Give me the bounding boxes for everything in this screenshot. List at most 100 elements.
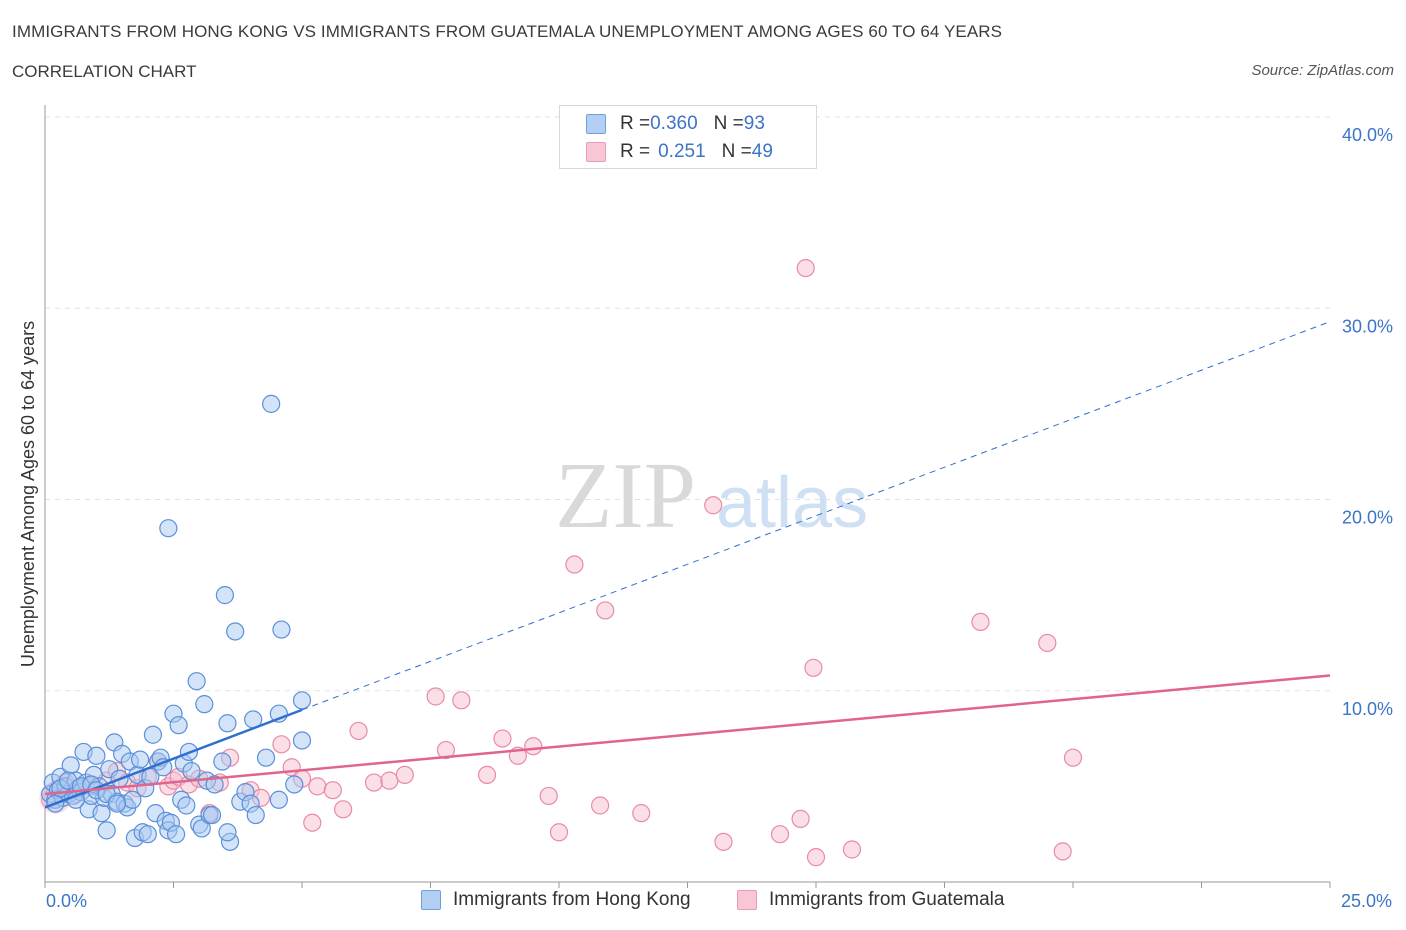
y-tick-label: 20.0% <box>1342 508 1393 528</box>
guatemala-legend-swatch <box>737 890 757 910</box>
r-label: R = <box>620 141 651 162</box>
hongkong-point <box>166 825 186 844</box>
guatemala-point <box>632 804 651 823</box>
guatemala-point <box>1063 748 1083 767</box>
guatemala-point <box>272 735 291 754</box>
hongkong-point <box>205 775 224 794</box>
hongkong-point <box>218 714 237 733</box>
hongkong-point <box>182 761 201 781</box>
hongkong-point <box>130 750 150 769</box>
guatemala-point <box>364 773 384 792</box>
hongkong-point <box>262 394 281 413</box>
hongkong-point <box>195 695 214 714</box>
hongkong-swatch <box>586 114 606 134</box>
hongkong-point <box>87 746 106 765</box>
r-label: R = <box>620 113 651 134</box>
hongkong-legend-label: Immigrants from Hong Kong <box>453 889 691 910</box>
guatemala-point <box>796 258 815 278</box>
n-label: N = <box>713 113 744 134</box>
guatemala-point <box>565 555 584 574</box>
guatemala-point <box>804 658 823 677</box>
hongkong-point <box>61 756 80 775</box>
guatemala-point <box>426 687 445 706</box>
guatemala-swatch <box>586 142 606 162</box>
watermark-atlas: atlas <box>716 463 868 543</box>
hongkong-point <box>107 794 127 813</box>
guatemala-point <box>549 823 569 842</box>
guatemala-point <box>714 832 733 851</box>
guatemala-point <box>806 848 826 867</box>
axes <box>44 105 1331 888</box>
guatemala-point <box>791 809 810 828</box>
hongkong-point <box>187 672 206 691</box>
hongkong-point <box>215 586 234 605</box>
n-value: 49 <box>751 141 773 162</box>
guatemala-point <box>1053 842 1072 861</box>
hongkong-point <box>138 825 157 844</box>
hongkong-point <box>97 821 116 840</box>
hongkong-point <box>218 823 237 842</box>
legend-item-hongkong: Immigrants from Hong Kong <box>421 889 691 911</box>
guatemala-point <box>842 840 862 859</box>
hongkong-point <box>169 716 188 735</box>
hongkong-point <box>177 796 196 815</box>
hongkong-point <box>246 805 265 825</box>
hongkong-points <box>41 394 312 851</box>
hongkong-trend-extension <box>301 321 1331 711</box>
guatemala-point <box>704 496 723 515</box>
chart-subtitle: CORRELATION CHART <box>12 62 197 81</box>
series-legend: Immigrants from Hong Kong Immigrants fro… <box>0 889 1406 915</box>
hongkong-point <box>269 790 288 809</box>
guatemala-trend-line <box>44 674 1331 796</box>
source-label: Source: ZipAtlas.com <box>1251 62 1394 79</box>
guatemala-point <box>493 729 512 748</box>
guatemala-point <box>591 796 610 815</box>
guatemala-point <box>334 800 353 819</box>
hongkong-point <box>292 691 312 710</box>
guatemala-point <box>323 781 342 800</box>
legend-row-guatemala: R = 0.251 N = 49 <box>586 140 773 164</box>
x-axis-min-label: 0.0% <box>46 891 88 911</box>
guatemala-legend-label: Immigrants from Guatemala <box>769 889 1005 910</box>
hongkong-point <box>256 748 276 767</box>
hongkong-point <box>202 805 222 825</box>
hongkong-point <box>272 620 291 639</box>
y-tick-label: 40.0% <box>1342 125 1393 145</box>
y-axis-label: Unemployment Among Ages 60 to 64 years <box>18 321 38 667</box>
y-tick-label: 10.0% <box>1342 699 1393 719</box>
legend-item-guatemala: Immigrants from Guatemala <box>737 889 1004 911</box>
guatemala-point <box>303 813 322 832</box>
chart-title: IMMIGRANTS FROM HONG KONG VS IMMIGRANTS … <box>12 22 1003 41</box>
n-value: 93 <box>743 113 765 134</box>
hongkong-point <box>226 622 245 641</box>
hongkong-point <box>192 819 211 838</box>
hongkong-point <box>143 725 163 744</box>
guatemala-point <box>971 612 990 632</box>
gridlines <box>45 116 1330 692</box>
y-tick-label: 30.0% <box>1342 316 1393 336</box>
hongkong-point <box>285 775 304 794</box>
legend-row-hongkong: R = 0.360 N = 93 <box>586 112 765 136</box>
guatemala-point <box>395 765 414 785</box>
guatemala-point <box>380 771 399 790</box>
trend-lines <box>44 321 1331 809</box>
hongkong-point <box>92 804 111 823</box>
watermark-zip: ZIP <box>555 444 696 548</box>
correlation-legend: R = 0.360 N = 93 R = 0.251 N = 49 <box>559 105 817 169</box>
guatemala-point <box>1038 633 1057 653</box>
r-value: 0.360 <box>650 113 698 134</box>
r-value: 0.251 <box>658 141 706 162</box>
guatemala-point <box>477 765 497 785</box>
guatemala-point <box>524 737 543 756</box>
hongkong-legend-swatch <box>421 890 441 910</box>
y-tick-labels: 10.0% 20.0% 30.0% 40.0% <box>1342 125 1393 719</box>
guatemala-point <box>349 721 368 741</box>
watermark: ZIP atlas <box>555 444 868 548</box>
guatemala-point <box>452 691 471 710</box>
n-label: N = <box>721 141 752 162</box>
guatemala-point <box>436 740 456 760</box>
x-axis-max-label: 25.0% <box>1340 891 1392 911</box>
guatemala-point <box>770 825 790 844</box>
hongkong-point <box>159 519 178 538</box>
